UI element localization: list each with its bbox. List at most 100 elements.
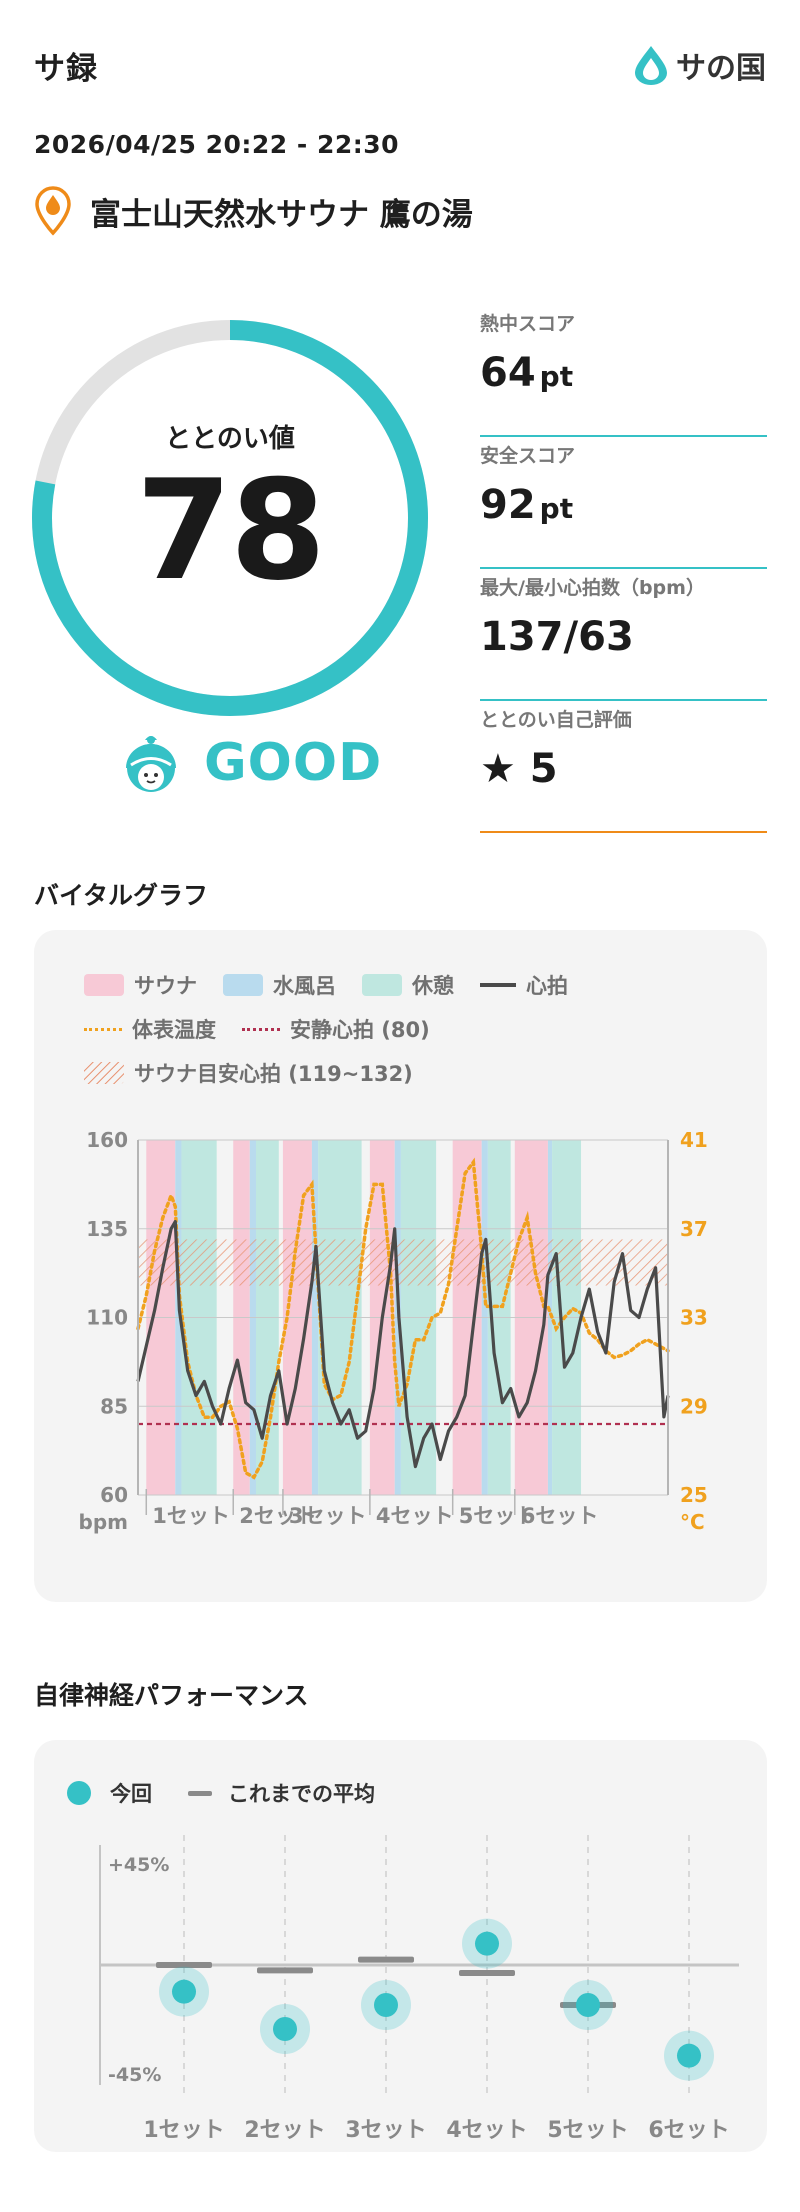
heart-rate-line xyxy=(136,1219,670,1469)
y-tick-label-left: 135 xyxy=(86,1217,128,1241)
y-top-label: +45% xyxy=(108,1854,169,1876)
set-label: 5セット xyxy=(459,1504,537,1528)
resting-hr-swatch xyxy=(242,1027,280,1031)
set-label: 1セット xyxy=(152,1504,230,1528)
set-label: 1セット xyxy=(143,2118,224,2143)
vital-card: サウナ 水風呂 休憩 心拍 体表温度 安静心拍 (80) サウナ目安心拍 (11… xyxy=(34,930,767,1602)
legend-target-hr: サウナ目安心拍 (119~132) xyxy=(84,1058,413,1088)
ans-legend: 今回 これまでの平均 xyxy=(64,1778,401,1808)
metric-number: 64 xyxy=(480,350,536,396)
metric-value: 64 pt xyxy=(480,350,767,396)
location-pin-icon xyxy=(35,186,71,236)
water-drop-icon xyxy=(635,46,667,85)
y-tick-label-left: 160 xyxy=(86,1128,128,1152)
average-marker xyxy=(459,1970,515,1976)
y-tick-label-right: 41 xyxy=(680,1128,708,1152)
average-marker xyxy=(156,1962,212,1968)
legend-label: 休憩 xyxy=(412,974,454,998)
legend-rest: 休憩 xyxy=(362,970,454,1000)
target-hr-swatch xyxy=(84,1062,124,1084)
metric-number: 92 xyxy=(480,482,536,528)
legend-average: これまでの平均 xyxy=(178,1778,375,1808)
y-tick-label-right: 25 xyxy=(680,1483,708,1507)
average-swatch xyxy=(188,1790,212,1796)
legend-cold-bath: 水風呂 xyxy=(223,970,336,1000)
metrics-panel: 熱中スコア 64 pt 安全スコア 92 pt 最大/最小心拍数（bpm） 137/… xyxy=(480,305,767,833)
metric-label: 最大/最小心拍数（bpm） xyxy=(480,577,705,599)
set-label: 2セット xyxy=(244,2118,325,2143)
y-tick-label-left: 110 xyxy=(86,1306,128,1330)
legend-sauna: サウナ xyxy=(84,970,197,1000)
current-point xyxy=(172,1979,196,2004)
current-point xyxy=(273,2017,297,2041)
legend-label: 体表温度 xyxy=(132,1018,216,1042)
facility-name: 富士山天然水サウナ 鷹の湯 xyxy=(90,196,473,233)
legend-label: サウナ目安心拍 (119~132) xyxy=(134,1062,413,1086)
metric-value: 137/63 xyxy=(480,614,767,660)
legend-label: これまでの平均 xyxy=(228,1782,375,1806)
y-unit-right: °C xyxy=(680,1510,705,1534)
current-point xyxy=(374,1993,398,2017)
ans-section-title: 自律神経パフォーマンス xyxy=(34,1681,309,1710)
ans-card: 今回 これまでの平均 +45% -45% 1セット 2セット 3セット 4セット 5セット 6… xyxy=(34,1740,767,2152)
metric-label: ととのい自己評価 xyxy=(480,709,632,731)
current-point xyxy=(475,1931,499,1956)
set-label: 6セット xyxy=(648,2118,729,2143)
y-tick-label-right: 33 xyxy=(680,1306,708,1330)
metric-value: ★ 5 xyxy=(480,746,767,792)
metric-heat-score: 熱中スコア 64 pt xyxy=(480,305,767,437)
metric-number: 137/63 xyxy=(480,614,634,660)
set-label: 6セット xyxy=(521,1504,599,1528)
heart-rate-swatch xyxy=(480,983,516,987)
legend-label: 安静心拍 (80) xyxy=(290,1018,430,1042)
set-label: 3セット xyxy=(345,2118,426,2143)
brand-logo[interactable]: サの国 xyxy=(632,43,766,87)
metric-number: ★ 5 xyxy=(480,746,558,792)
mascot-icon xyxy=(126,736,176,792)
y-unit-left: bpm xyxy=(79,1510,128,1534)
vital-legend-row-2: 体表温度 安静心拍 (80) xyxy=(84,1014,456,1044)
metric-unit: pt xyxy=(539,360,574,393)
cold-bath-swatch xyxy=(223,974,263,996)
score-label: ととのい値 xyxy=(165,424,295,454)
vital-legend-row-3: サウナ目安心拍 (119~132) xyxy=(84,1058,439,1088)
sauna-swatch xyxy=(84,974,124,996)
body-temp-swatch xyxy=(84,1027,122,1031)
vital-section-title: バイタルグラフ xyxy=(34,881,209,910)
rating-row: GOOD xyxy=(120,732,382,794)
metric-unit: pt xyxy=(539,492,574,525)
set-label: 4セット xyxy=(446,2118,527,2143)
metric-label: 安全スコア xyxy=(480,445,576,467)
score-ring xyxy=(32,320,428,716)
metric-safety-score: 安全スコア 92 pt xyxy=(480,437,767,569)
y-bottom-label: -45% xyxy=(108,2064,161,2086)
y-tick-label-right: 29 xyxy=(680,1394,708,1418)
body-temp-line xyxy=(136,1157,670,1480)
current-point xyxy=(677,2043,701,2068)
app-header: サ録 サの国 xyxy=(34,40,766,90)
current-point xyxy=(576,1993,600,2017)
rating-text: GOOD xyxy=(204,733,383,793)
y-tick-label-left: 60 xyxy=(100,1483,128,1507)
app-title: サ録 xyxy=(34,50,98,87)
y-tick-label-right: 37 xyxy=(680,1217,708,1241)
current-dot-swatch xyxy=(67,1781,91,1805)
metric-label: 熱中スコア xyxy=(480,313,576,335)
brand-name: サの国 xyxy=(676,51,766,86)
legend-label: 水風呂 xyxy=(273,974,336,998)
average-marker xyxy=(257,1967,313,1974)
metric-self-rating[interactable]: ととのい自己評価 ★ 5 xyxy=(480,701,767,833)
facility-row[interactable]: 富士山天然水サウナ 鷹の湯 xyxy=(34,185,473,237)
legend-label: 今回 xyxy=(110,1782,152,1806)
y-tick-label-left: 85 xyxy=(100,1394,128,1418)
vital-legend-row-1: サウナ 水風呂 休憩 心拍 xyxy=(84,970,594,1000)
target-hr-band xyxy=(138,1239,668,1286)
score-value: 78 xyxy=(135,450,326,611)
average-marker xyxy=(358,1956,414,1963)
ans-chart: +45% -45% 1セット 2セット 3セット 4セット 5セット 6セット xyxy=(99,1835,739,2143)
metric-value: 92 pt xyxy=(480,482,767,528)
legend-current: 今回 xyxy=(64,1778,152,1808)
legend-resting-hr: 安静心拍 (80) xyxy=(242,1014,430,1044)
session-datetime: 2026/04/25 20:22 - 22:30 xyxy=(34,130,400,159)
set-label: 2セット xyxy=(239,1504,317,1528)
